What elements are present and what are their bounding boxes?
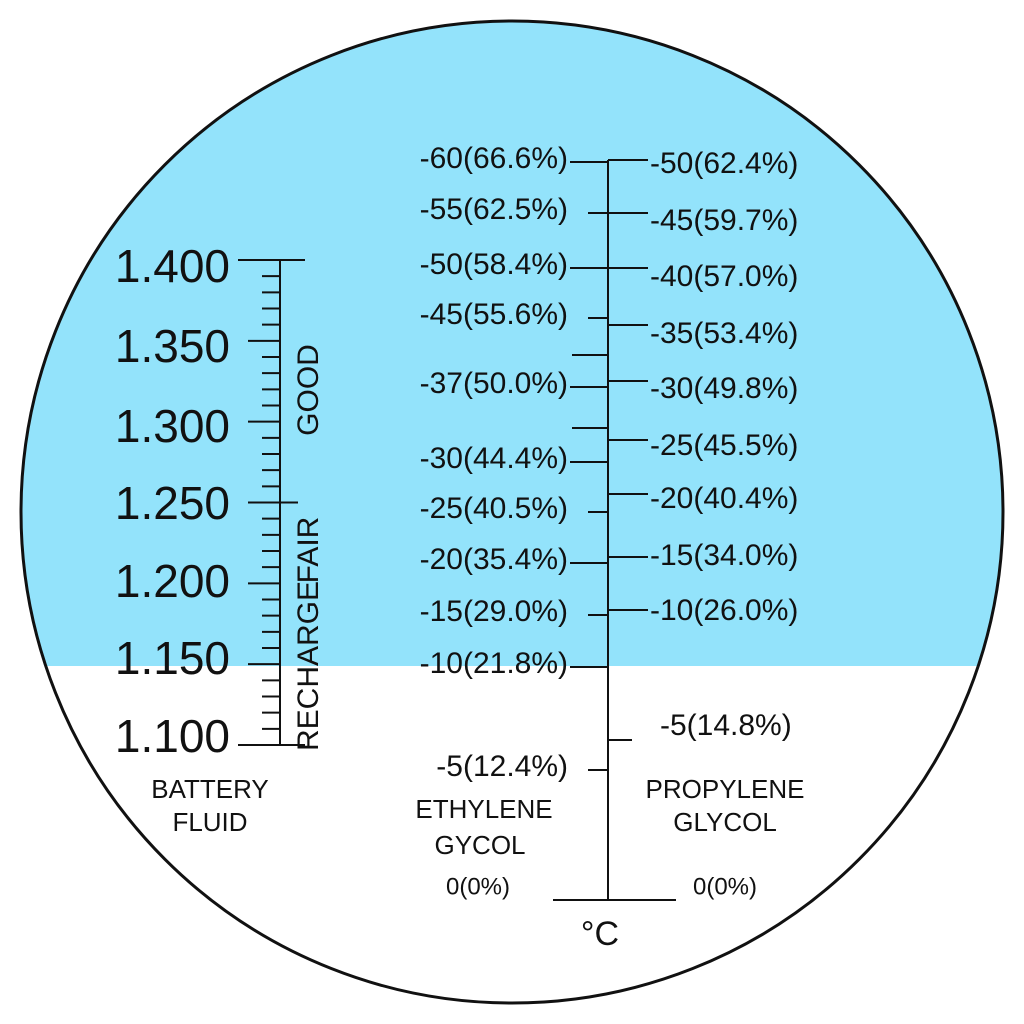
ethylene-label: -45(55.6%)	[420, 298, 568, 331]
propylene-label: -50(62.4%)	[650, 147, 798, 180]
caption: FLUID	[172, 807, 247, 837]
caption: GYCOL	[434, 830, 525, 860]
propylene-label: -30(49.8%)	[650, 372, 798, 405]
zero-label: 0(0%)	[446, 873, 510, 900]
battery-label: 1.400	[115, 240, 230, 292]
zero-label: 0(0%)	[693, 873, 757, 900]
propylene-label: -25(45.5%)	[650, 429, 798, 462]
zone-recharge: RECHARGE	[292, 581, 325, 751]
ethylene-label: -30(44.4%)	[420, 442, 568, 475]
caption: PROPYLENE	[646, 774, 805, 804]
caption: BATTERY	[151, 774, 269, 804]
battery-label: 1.200	[115, 555, 230, 607]
battery-label: 1.150	[115, 632, 230, 684]
ethylene-label: -37(50.0%)	[420, 367, 568, 400]
battery-label: 1.300	[115, 400, 230, 452]
ethylene-label: -50(58.4%)	[420, 248, 568, 281]
unit: °C	[581, 915, 619, 953]
caption: ETHYLENE	[415, 794, 552, 824]
propylene-label: -10(26.0%)	[650, 594, 798, 627]
propylene-label: -20(40.4%)	[650, 482, 798, 515]
ethylene-label: -25(40.5%)	[420, 492, 568, 525]
ethylene-label: -55(62.5%)	[420, 193, 568, 226]
propylene-label: -5(14.8%)	[660, 709, 792, 742]
caption: GLYCOL	[673, 807, 777, 837]
zone-fair: FAIR	[292, 517, 325, 584]
battery-label: 1.100	[115, 710, 230, 762]
ethylene-label: -15(29.0%)	[420, 595, 568, 628]
propylene-label: -15(34.0%)	[650, 539, 798, 572]
ethylene-label: -10(21.8%)	[420, 647, 568, 680]
view-circle	[19, 19, 1005, 1005]
propylene-label: -35(53.4%)	[650, 317, 798, 350]
propylene-label: -40(57.0%)	[650, 260, 798, 293]
ethylene-label: -60(66.6%)	[420, 142, 568, 175]
battery-label: 1.250	[115, 477, 230, 529]
battery-label: 1.350	[115, 320, 230, 372]
ethylene-label: -5(12.4%)	[436, 750, 568, 783]
zone-good: GOOD	[292, 344, 325, 436]
propylene-label: -45(59.7%)	[650, 204, 798, 237]
ethylene-label: -20(35.4%)	[420, 543, 568, 576]
